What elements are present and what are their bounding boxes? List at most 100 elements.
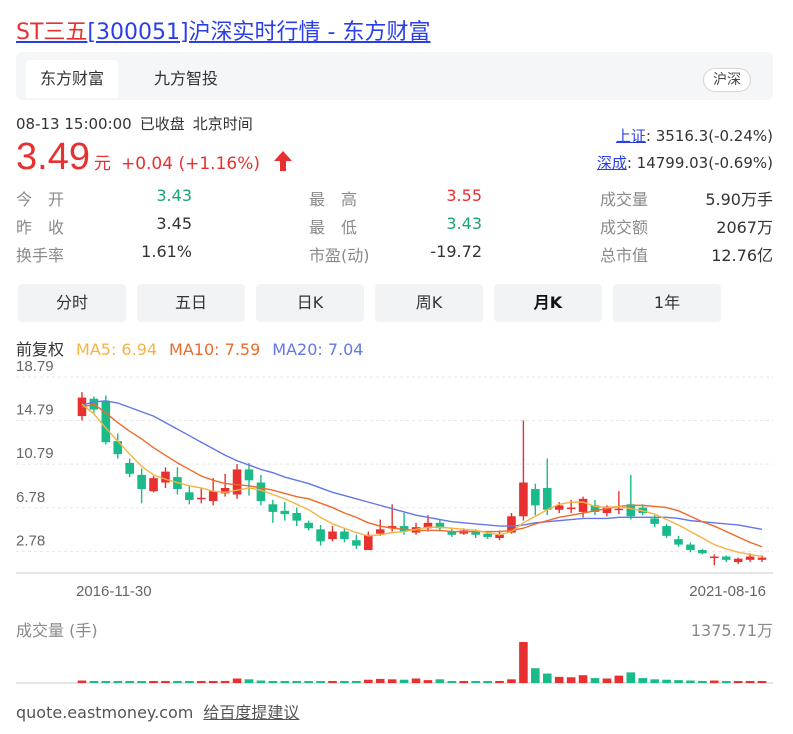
candle-body xyxy=(316,529,325,542)
volume-bar xyxy=(113,681,123,683)
feedback-link[interactable]: 给百度提建议 xyxy=(203,703,300,722)
period-tab-daily[interactable]: 日K xyxy=(256,284,364,322)
candle-body xyxy=(686,544,695,551)
candle-body xyxy=(149,478,158,492)
price-change: +0.04 (+1.16%) xyxy=(120,154,260,174)
volume-bar xyxy=(745,681,755,683)
up-arrow-icon xyxy=(274,151,293,171)
volume-bar xyxy=(364,679,373,683)
candle-body xyxy=(626,504,636,517)
candle-body xyxy=(137,474,146,490)
volume-bar xyxy=(519,642,528,683)
y-tick-label: 2.78 xyxy=(16,532,45,549)
candle-body xyxy=(602,506,612,514)
timezone-label: 北京时间 xyxy=(192,115,253,133)
volume-bar xyxy=(125,681,134,683)
footer-site: quote.eastmoney.com xyxy=(16,703,194,722)
candle-body xyxy=(280,510,290,515)
candle-body xyxy=(495,534,504,539)
candle-body xyxy=(531,489,540,506)
candle-body xyxy=(375,529,385,534)
volume-bar xyxy=(531,668,540,683)
volume-bar xyxy=(674,680,683,683)
page-title-link[interactable]: ST三五[300051]沪深实时行情 - 东方财富 xyxy=(16,14,430,46)
index-shenzhen-link[interactable]: 深成 xyxy=(596,154,627,172)
volume-bar xyxy=(626,672,636,683)
volume-bar xyxy=(89,681,99,683)
ma5-line xyxy=(81,403,763,558)
y-tick-label: 6.78 xyxy=(16,489,45,506)
candle-body xyxy=(757,557,767,560)
current-price: 3.49 xyxy=(16,136,90,178)
volume-bar xyxy=(650,679,659,683)
period-tab-five-day[interactable]: 五日 xyxy=(137,284,245,322)
volume-bar xyxy=(292,681,302,683)
volume-bar xyxy=(185,681,194,683)
candle-body xyxy=(662,526,671,536)
title-rest: [300051]沪深实时行情 - 东方财富 xyxy=(87,20,431,45)
stat-open-value: 3.43 xyxy=(156,186,192,205)
candle-body xyxy=(196,497,206,500)
volume-bar xyxy=(304,681,313,683)
candle-body xyxy=(614,508,624,511)
volume-bar xyxy=(137,681,146,683)
volume-bar xyxy=(459,680,469,683)
adjust-mode[interactable]: 前复权 xyxy=(16,340,65,359)
candle-body xyxy=(435,522,445,529)
candle-body xyxy=(244,469,254,481)
candle-body xyxy=(161,471,170,483)
volume-bar xyxy=(447,680,457,683)
volume-bar xyxy=(710,680,719,683)
candle-body xyxy=(268,504,278,512)
volume-bar xyxy=(256,680,266,683)
volume-bar xyxy=(507,679,516,683)
stat-market-cap-value: 12.76亿 xyxy=(711,246,773,265)
period-tab-one-year[interactable]: 1年 xyxy=(613,284,721,322)
candle-body xyxy=(698,550,707,554)
period-tab-monthly[interactable]: 月K xyxy=(494,284,602,322)
volume-bar xyxy=(399,679,409,683)
volume-bar xyxy=(483,681,492,683)
tab-eastmoney[interactable]: 东方财富 xyxy=(26,60,119,98)
stat-open-label: 今 开 xyxy=(16,190,65,209)
volume-axis-label: 成交量 (手) xyxy=(16,621,98,640)
volume-bar xyxy=(757,681,767,683)
candle-body xyxy=(232,469,242,495)
candle-body xyxy=(113,441,123,455)
volume-bar xyxy=(721,681,731,683)
x-axis-labels: 2016-11-30 2021-08-16 xyxy=(76,583,766,600)
candle-body xyxy=(542,487,552,510)
candle-body xyxy=(387,526,397,529)
volume-bar xyxy=(268,681,278,683)
volume-max-label: 1375.71万 xyxy=(690,621,773,640)
volume-bar xyxy=(495,680,504,683)
period-tab-intraday[interactable]: 分时 xyxy=(18,284,126,322)
candle-body xyxy=(304,522,313,529)
candle-body xyxy=(745,556,755,560)
tab-jiufang[interactable]: 九方智投 xyxy=(154,69,219,88)
stat-prev-close-value: 3.45 xyxy=(156,214,192,233)
candle-body xyxy=(256,482,266,502)
ma5-legend: MA5: 6.94 xyxy=(76,340,158,359)
volume-bar xyxy=(733,681,743,683)
y-tick-label: 10.79 xyxy=(16,445,54,462)
ma20-legend: MA20: 7.04 xyxy=(272,340,364,359)
period-tab-weekly[interactable]: 周K xyxy=(375,284,483,322)
x-end-label: 2021-08-16 xyxy=(689,583,766,600)
volume-bar xyxy=(316,681,325,683)
y-tick-label: 14.79 xyxy=(16,402,54,419)
index-shanghai-link[interactable]: 上证 xyxy=(615,127,646,145)
ma10-legend: MA10: 7.59 xyxy=(169,340,261,359)
x-start-label: 2016-11-30 xyxy=(76,583,152,600)
volume-bar xyxy=(328,681,337,683)
volume-bar xyxy=(471,680,480,683)
volume-bar xyxy=(244,679,254,683)
volume-bar xyxy=(566,677,576,683)
stat-low-label: 最 低 xyxy=(309,218,358,237)
volume-bar xyxy=(375,678,385,683)
candle-body xyxy=(721,556,731,560)
quote-status-line: 08-13 15:00:00 已收盘 北京时间 xyxy=(16,113,261,134)
volume-bar xyxy=(554,676,564,683)
source-tabs: 东方财富 九方智投 沪深 xyxy=(16,52,773,100)
